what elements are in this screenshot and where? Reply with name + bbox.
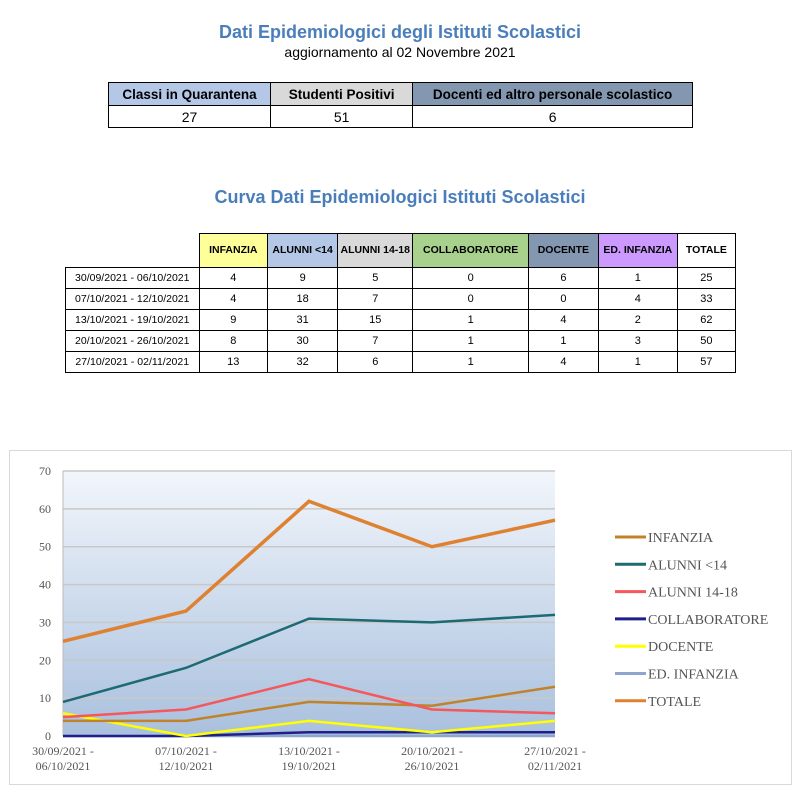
cell-value: 62 [676, 309, 737, 331]
series-line-totale [62, 499, 556, 644]
legend-label: DOCENTE [648, 640, 713, 655]
table-row: 13/10/2021 - 19/10/2021 9 31 15 1 4 2 62 [65, 309, 737, 331]
x-tick-label: 07/10/2021 -12/10/2021 [155, 744, 217, 773]
cell-value: 3 [597, 330, 678, 352]
y-tick-label: 10 [39, 691, 51, 705]
cell-value: 4 [527, 309, 599, 331]
series-line-infanzia [63, 685, 556, 723]
legend-label: ED. INFANZIA [648, 668, 740, 683]
series-line-docente [62, 712, 556, 738]
cell-value: 0 [412, 288, 529, 310]
table-row: 27/10/2021 - 02/11/2021 13 32 6 1 4 1 57 [65, 351, 737, 373]
curve-header: TOTALE [676, 233, 737, 268]
y-tick-label: 50 [39, 540, 51, 554]
cell-value: 4 [527, 351, 599, 373]
cell-value: 7 [337, 288, 414, 310]
summary-header: Docenti ed altro personale scolastico [412, 82, 693, 106]
legend-label: ALUNNI <14 [648, 558, 727, 573]
cell-value: 30 [267, 330, 339, 352]
row-label: 13/10/2021 - 19/10/2021 [65, 309, 200, 331]
curve-table: INFANZIA ALUNNI <14 ALUNNI 14-18 COLLABORAT… [65, 233, 737, 373]
empty-corner [66, 234, 200, 268]
x-tick-label: 13/10/2021 -19/10/2021 [278, 744, 340, 773]
y-tick-label: 60 [39, 502, 51, 516]
summary-header: Classi in Quarantena [107, 82, 272, 106]
cell-value: 1 [412, 330, 529, 352]
summary-value: 6 [412, 105, 693, 128]
y-tick-label: 0 [45, 729, 51, 743]
cell-value: 0 [412, 267, 529, 289]
cell-value: 31 [267, 309, 339, 331]
cell-value: 13 [198, 351, 269, 373]
curve-title: Curva Dati Epidemiologici Istituti Scola… [214, 187, 586, 207]
legend-label: TOTALE [648, 695, 701, 710]
table-row: 07/10/2021 - 12/10/2021 4 18 7 0 0 4 33 [65, 288, 737, 310]
y-tick-label: 40 [39, 578, 51, 592]
curve-header: ALUNNI <14 [267, 233, 339, 268]
cell-value: 5 [337, 267, 414, 289]
page-subtitle: aggiornamento al 02 Novembre 2021 [284, 44, 516, 60]
table-row: 20/10/2021 - 26/10/2021 8 30 7 1 1 3 50 [65, 330, 737, 352]
cell-value: 1 [597, 267, 678, 289]
cell-value: 7 [337, 330, 414, 352]
cell-value: 18 [267, 288, 339, 310]
cell-value: 4 [597, 288, 678, 310]
x-tick-label: 27/10/2021 -02/11/2021 [524, 744, 586, 773]
cell-value: 15 [337, 309, 414, 331]
cell-value: 9 [267, 267, 339, 289]
summary-table: Classi in Quarantena Studenti Positivi Doc… [107, 82, 693, 128]
cell-value: 6 [527, 267, 599, 289]
cell-value: 1 [412, 309, 529, 331]
row-label: 07/10/2021 - 12/10/2021 [65, 288, 200, 310]
summary-header: Studenti Positivi [270, 82, 414, 106]
y-tick-label: 20 [39, 653, 51, 667]
cell-value: 1 [527, 330, 599, 352]
table-row: 30/09/2021 - 06/10/2021 4 9 5 0 6 1 25 [65, 267, 737, 289]
series-line-alunni-14-18 [62, 677, 556, 719]
legend-label: COLLABORATORE [648, 613, 768, 628]
curve-header: ED. INFANZIA [597, 233, 678, 268]
series-line-collaboratore [63, 730, 555, 738]
row-label: 30/09/2021 - 06/10/2021 [65, 267, 200, 289]
summary-value: 27 [107, 105, 272, 128]
x-tick-label: 30/09/2021 -06/10/2021 [32, 744, 94, 773]
cell-value: 0 [527, 288, 599, 310]
row-label: 20/10/2021 - 26/10/2021 [65, 330, 200, 352]
cell-value: 50 [676, 330, 737, 352]
plot-area [63, 471, 555, 736]
line-chart: 0 10 20 30 40 50 60 70 30/09/2021 -06/10/2021 07/… [32, 464, 768, 773]
row-label: 27/10/2021 - 02/11/2021 [65, 351, 200, 373]
cell-value: 57 [676, 351, 737, 373]
curve-header: INFANZIA [198, 233, 269, 268]
chart-container: 0 10 20 30 40 50 60 70 30/09/2021 -06/10/2021 07/… [9, 450, 792, 785]
cell-value: 8 [198, 330, 269, 352]
cell-value: 1 [412, 351, 529, 373]
summary-value: 51 [270, 105, 414, 128]
curve-header: COLLABORATORE [412, 233, 529, 268]
legend-label: INFANZIA [648, 531, 714, 546]
y-tick-label: 70 [39, 464, 51, 478]
y-tick-label: 30 [39, 615, 51, 629]
cell-value: 1 [597, 351, 678, 373]
cell-value: 6 [337, 351, 414, 373]
series-line-alunni-14 [62, 613, 556, 704]
cell-value: 33 [676, 288, 737, 310]
cell-value: 25 [676, 267, 737, 289]
cell-value: 9 [198, 309, 269, 331]
curve-header: ALUNNI 14-18 [337, 233, 414, 268]
cell-value: 4 [198, 288, 269, 310]
cell-value: 2 [597, 309, 678, 331]
cell-value: 4 [198, 267, 269, 289]
legend-label: ALUNNI 14-18 [648, 586, 738, 601]
curve-header: DOCENTE [527, 233, 599, 268]
page-title: Dati Epidemiologici degli Istituti Scola… [218, 22, 582, 42]
cell-value: 32 [267, 351, 339, 373]
x-tick-label: 20/10/2021 -26/10/2021 [401, 744, 463, 773]
